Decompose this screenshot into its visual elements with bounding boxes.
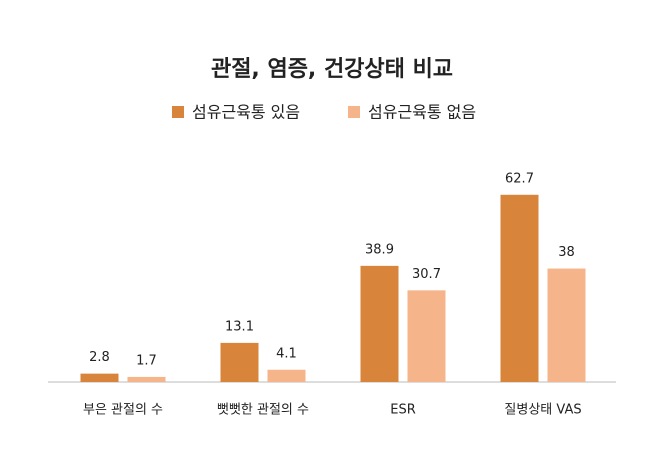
legend-swatch <box>348 106 360 118</box>
value-label: 38.9 <box>365 242 394 257</box>
value-label: 13.1 <box>225 319 254 334</box>
value-label: 1.7 <box>136 353 157 368</box>
x-tick-label: 질병상태 VAS <box>504 403 581 418</box>
value-label: 2.8 <box>89 350 110 365</box>
value-label: 38 <box>558 245 575 260</box>
legend-label: 섬유근육통 있음 <box>192 103 300 122</box>
bar <box>547 268 586 382</box>
legend-swatch <box>172 106 184 118</box>
value-label: 30.7 <box>412 267 441 282</box>
legend-label: 섬유근육통 없음 <box>368 103 476 122</box>
value-label: 4.1 <box>276 346 297 361</box>
x-tick-label: ESR <box>390 403 416 418</box>
x-tick-label: 부은 관절의 수 <box>83 403 163 418</box>
bar <box>220 342 259 382</box>
bar <box>127 376 166 382</box>
bar <box>80 373 119 382</box>
bar <box>267 369 306 382</box>
chart-title: 관절, 염증, 건강상태 비교 <box>211 57 453 82</box>
bar <box>407 290 446 382</box>
bar <box>500 194 539 382</box>
bar <box>360 265 399 382</box>
x-tick-label: 뻣뻣한 관절의 수 <box>217 403 309 418</box>
value-label: 62.7 <box>505 171 534 186</box>
